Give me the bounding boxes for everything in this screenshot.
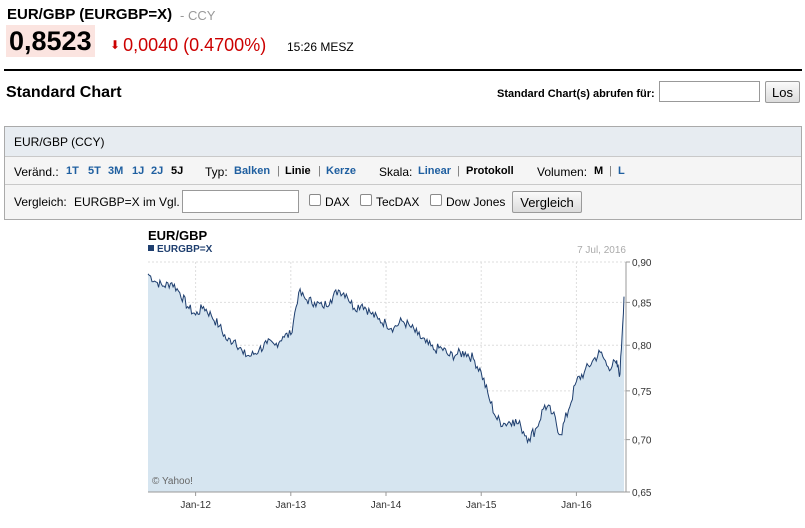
y-tick-label: 0,75 <box>632 387 652 398</box>
change-value: 0,0040 <box>123 35 178 55</box>
scale-protokoll[interactable]: Protokoll <box>466 165 514 177</box>
dax-label: DAX <box>325 195 350 209</box>
x-tick-label: Jan-13 <box>276 500 307 511</box>
legend-swatch <box>148 245 154 251</box>
x-tick-label: Jan-12 <box>180 500 211 511</box>
compare-row: Vergleich: EURGBP=X im Vgl. DAX TecDAX D… <box>5 185 801 219</box>
chart-date: 7 Jul, 2016 <box>577 245 626 256</box>
change-percent: (0.4700%) <box>183 35 266 55</box>
dowjones-checkbox[interactable] <box>430 194 442 206</box>
type-balken[interactable]: Balken <box>234 165 270 177</box>
last-price: 0,8523 <box>9 26 92 56</box>
range-2j[interactable]: 2J <box>151 165 163 177</box>
price-chart: 0,90 0,85 0,80 0,75 0,70 0,65 Jan-12 Jan-13 Jan-… <box>146 226 656 523</box>
compare-label: Vergleich: <box>14 195 67 209</box>
type-label: Typ: <box>205 165 228 179</box>
x-tick-label: Jan-14 <box>371 500 402 511</box>
lookup-label: Standard Chart(s) abrufen für: <box>497 88 655 100</box>
x-tick-label: Jan-16 <box>561 500 592 511</box>
scale-label: Skala: <box>379 165 412 179</box>
quote-time: 15:26 MESZ <box>287 40 354 54</box>
range-1t[interactable]: 1T <box>66 165 79 177</box>
quote-type: - CCY <box>180 8 215 23</box>
price-box: 0,8523 <box>6 25 95 57</box>
volume-l[interactable]: L <box>618 165 625 177</box>
options-row: Veränd.: 1T 5T 3M 1J 2J 5J Typ: Balken |… <box>5 157 801 185</box>
scale-linear[interactable]: Linear <box>418 165 451 177</box>
y-tick-label: 0,70 <box>632 436 652 447</box>
chart-svg: 0,90 0,85 0,80 0,75 0,70 0,65 Jan-12 Jan-13 Jan-… <box>146 226 656 523</box>
section-title: Standard Chart <box>6 84 122 102</box>
compare-sub-label: EURGBP=X im Vgl. <box>74 195 180 209</box>
y-tick-label: 0,65 <box>632 488 652 499</box>
separator: | <box>457 165 460 177</box>
quote-title: EUR/GBP (EURGBP=X) <box>7 6 172 23</box>
compare-button[interactable]: Vergleich <box>512 191 582 213</box>
volume-label: Volumen: <box>537 165 587 179</box>
chart-title: EUR/GBP <box>148 228 208 243</box>
type-kerze[interactable]: Kerze <box>326 165 356 177</box>
range-5t[interactable]: 5T <box>88 165 101 177</box>
down-arrow-icon: ⬇ <box>110 38 120 52</box>
range-label: Veränd.: <box>14 165 59 179</box>
separator: | <box>277 165 280 177</box>
legend-label: EURGBP=X <box>157 244 213 255</box>
volume-m[interactable]: M <box>594 165 603 177</box>
panel-header: EUR/GBP (CCY) <box>5 127 801 157</box>
lookup-go-button[interactable]: Los <box>765 81 800 103</box>
range-1j[interactable]: 1J <box>132 165 144 177</box>
separator: | <box>609 165 612 177</box>
chart-watermark: © Yahoo! <box>152 476 193 487</box>
compare-symbol-input[interactable] <box>182 190 299 213</box>
tecdax-checkbox[interactable] <box>360 194 372 206</box>
separator: | <box>318 165 321 177</box>
symbol-lookup-input[interactable] <box>659 81 760 102</box>
tecdax-label: TecDAX <box>376 195 419 209</box>
panel-title: EUR/GBP (CCY) <box>14 135 104 149</box>
type-linie[interactable]: Linie <box>285 165 311 177</box>
chart-options-panel: EUR/GBP (CCY) Veränd.: 1T 5T 3M 1J 2J 5J… <box>4 126 802 220</box>
divider <box>4 69 802 71</box>
y-tick-label: 0,90 <box>632 258 652 269</box>
price-change: ⬇0,0040 (0.4700%) <box>110 35 266 56</box>
range-5j[interactable]: 5J <box>171 165 183 177</box>
dowjones-label: Dow Jones <box>446 195 505 209</box>
y-tick-label: 0,80 <box>632 341 652 352</box>
x-tick-label: Jan-15 <box>466 500 497 511</box>
range-3m[interactable]: 3M <box>108 165 123 177</box>
dax-checkbox[interactable] <box>309 194 321 206</box>
y-tick-label: 0,85 <box>632 298 652 309</box>
